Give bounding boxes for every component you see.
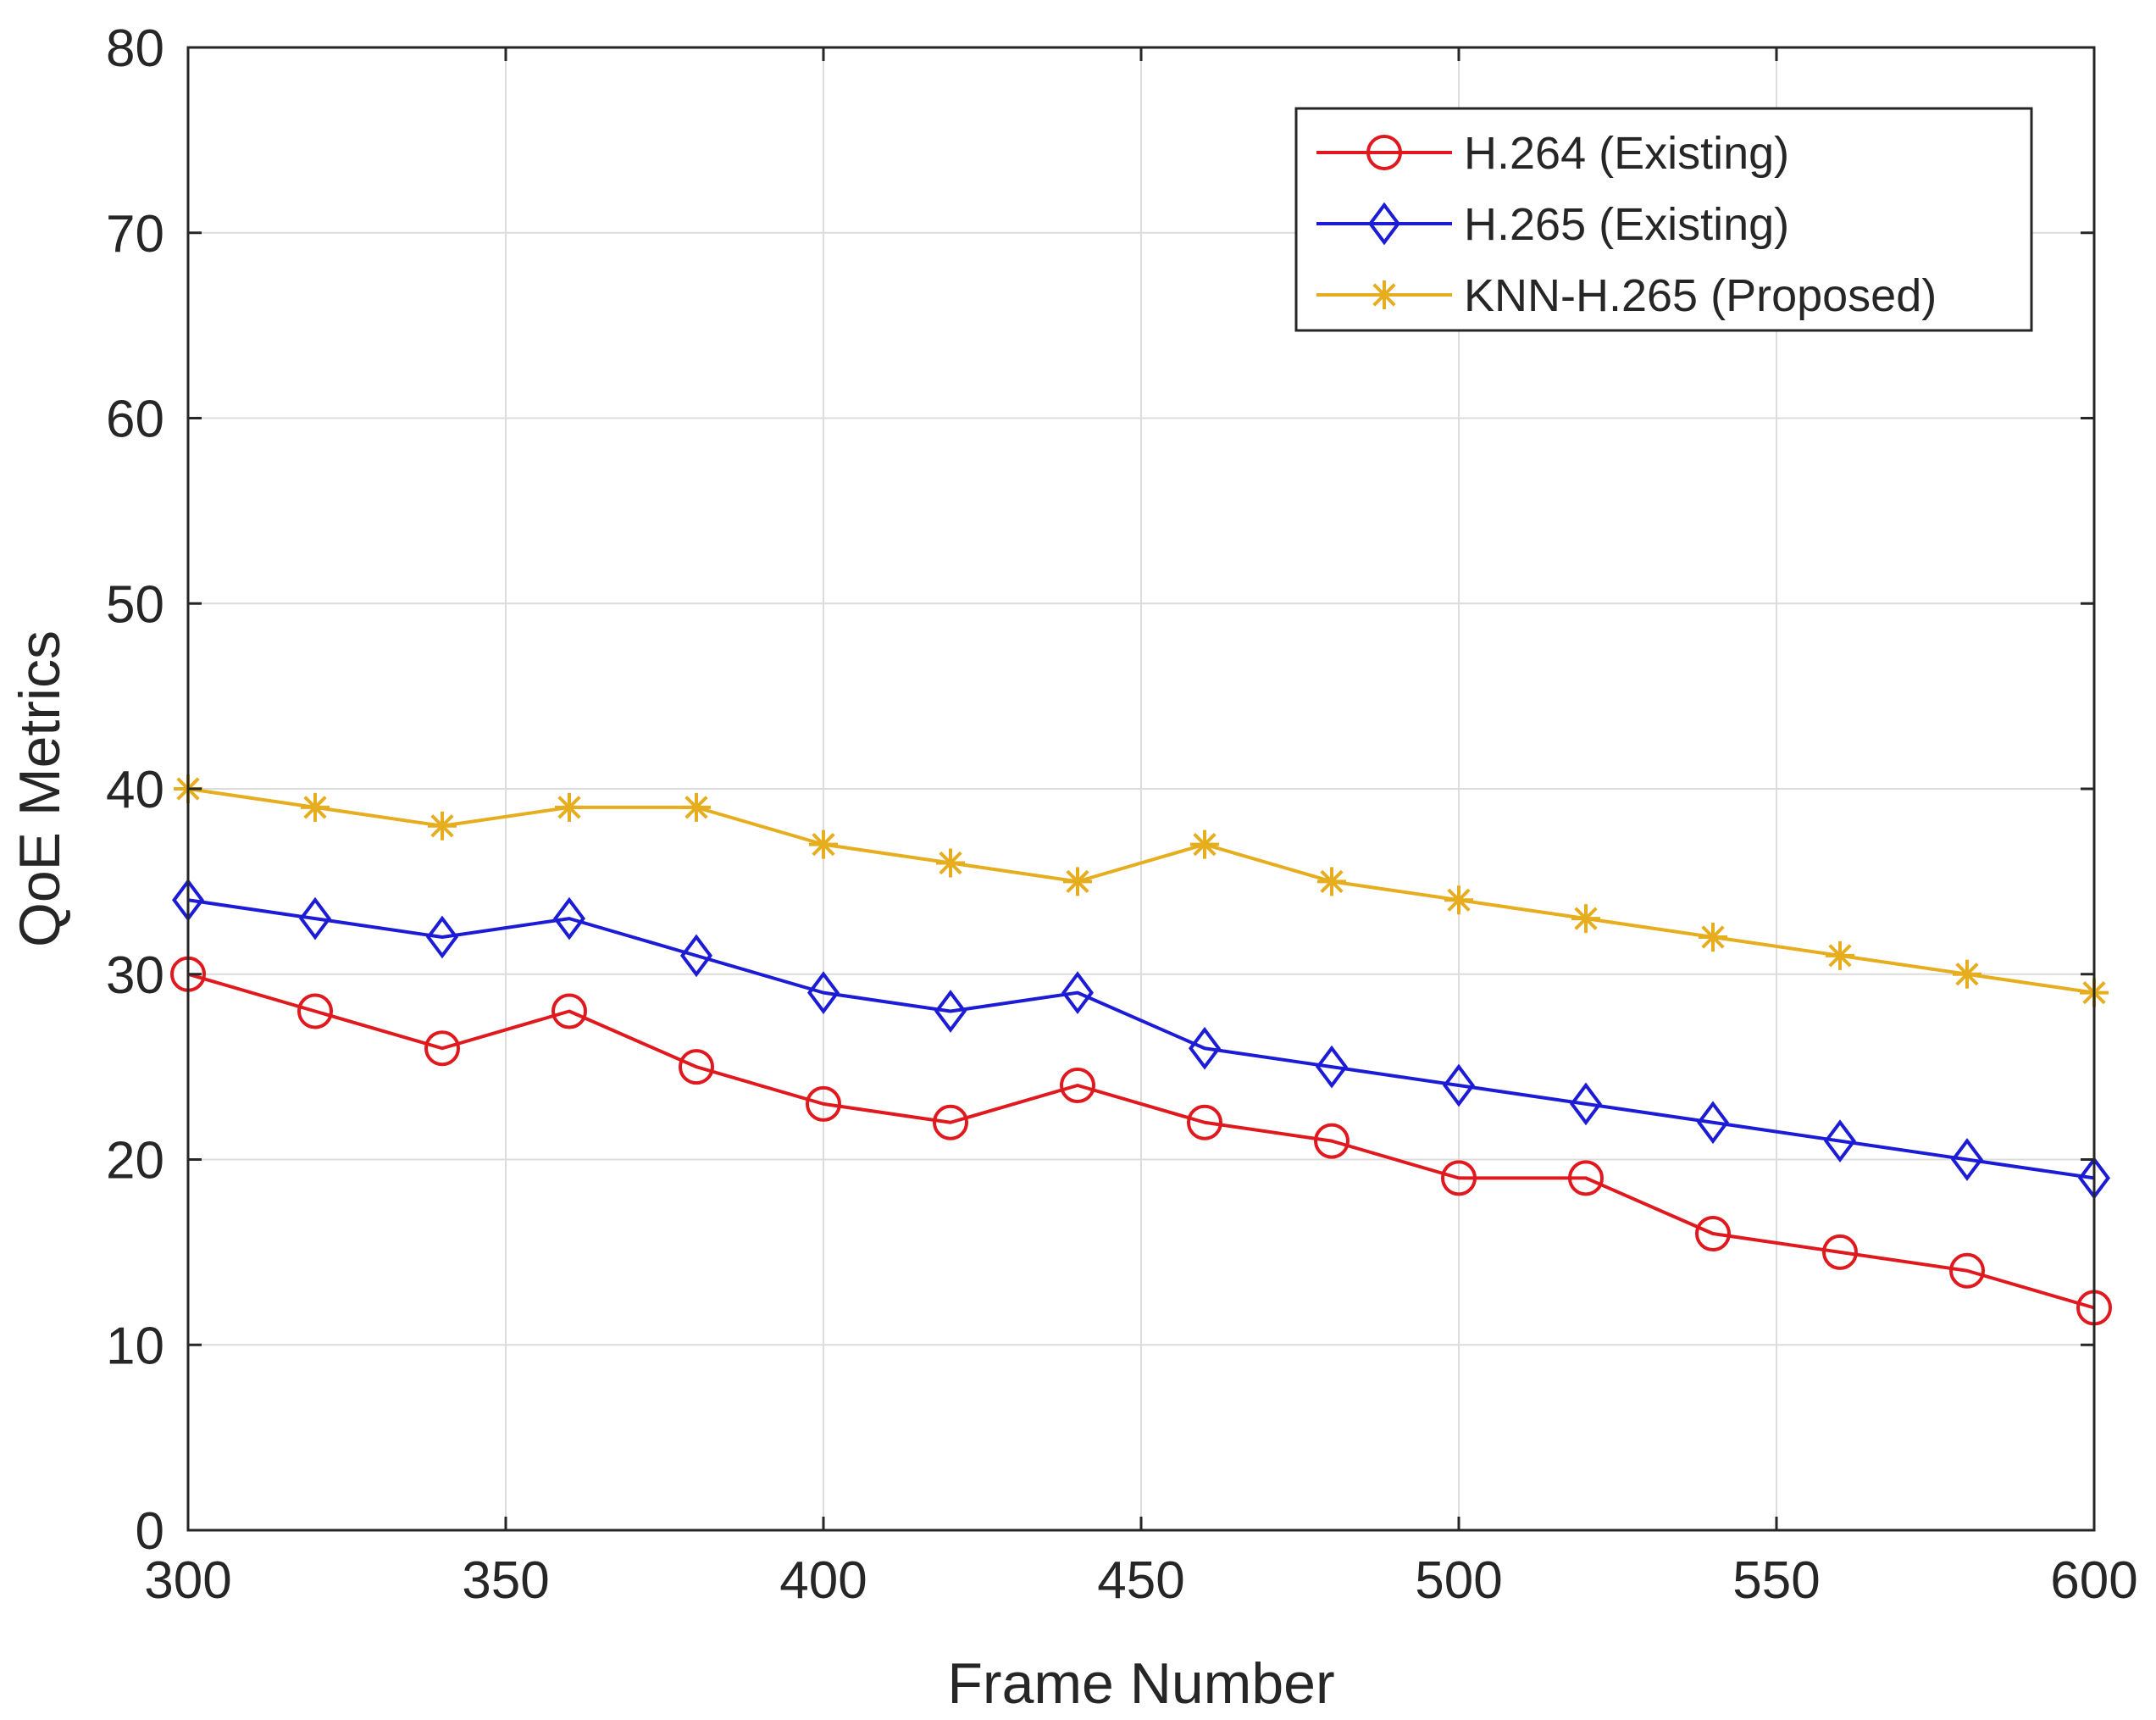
asterisk-stroke: [939, 851, 962, 875]
data-point: [1063, 867, 1092, 896]
data-point: [1951, 1138, 1983, 1181]
data-point: [1571, 904, 1600, 934]
asterisk-stroke: [1447, 888, 1471, 912]
y-tick-label: 10: [106, 1317, 164, 1375]
y-tick-label: 70: [106, 205, 164, 264]
data-point: [934, 990, 967, 1033]
legend-label: H.264 (Existing): [1464, 128, 1789, 179]
legend-marker: [1366, 135, 1402, 170]
asterisk-stroke: [1574, 907, 1598, 930]
data-point: [1568, 1160, 1604, 1196]
data-point: [553, 896, 585, 940]
y-tick-label: 30: [106, 946, 164, 1005]
legend-marker: [1370, 280, 1399, 309]
data-point: [426, 915, 458, 959]
data-point: [1190, 829, 1219, 859]
data-point: [1699, 923, 1727, 952]
asterisk-stroke: [1193, 832, 1217, 857]
asterisk-stroke: [684, 796, 708, 819]
data-point: [1314, 1123, 1350, 1159]
asterisk-stroke: [303, 796, 327, 819]
data-point: [1316, 1045, 1348, 1089]
series-h-265-existing: [172, 878, 2110, 1200]
x-tick-label: 300: [144, 1551, 231, 1610]
asterisk-stroke: [1320, 869, 1344, 894]
y-tick-label: 40: [106, 761, 164, 819]
legend-entry: H.264 (Existing): [1316, 128, 1789, 179]
data-point: [1826, 940, 1854, 970]
data-point: [1570, 1082, 1602, 1126]
series-line: [187, 972, 2095, 1310]
y-tick-label: 60: [106, 391, 164, 449]
legend-label: H.265 (Existing): [1464, 199, 1789, 250]
data-point: [1697, 1101, 1729, 1145]
data-point: [807, 971, 840, 1014]
data-point: [680, 934, 712, 978]
data-point: [1949, 1252, 1985, 1289]
y-tick-label: 80: [106, 19, 164, 78]
series-line: [187, 787, 2095, 995]
data-point: [1441, 1160, 1477, 1196]
series-line: [187, 898, 2095, 1180]
data-point: [1060, 1068, 1095, 1103]
x-tick-label: 550: [1732, 1551, 1820, 1610]
asterisk-stroke: [1372, 283, 1396, 307]
asterisk-stroke: [1701, 925, 1725, 949]
data-point: [1953, 959, 1981, 989]
x-tick-label: 350: [462, 1551, 549, 1610]
data-point: [1695, 1216, 1731, 1251]
asterisk-stroke: [812, 832, 835, 857]
data-point: [1187, 1104, 1222, 1140]
x-tick-label: 400: [779, 1551, 867, 1610]
x-tick-label: 500: [1415, 1551, 1502, 1610]
asterisk-stroke: [1955, 963, 1979, 986]
data-point: [933, 1104, 968, 1140]
data-point: [555, 792, 584, 822]
asterisk-stroke: [557, 796, 581, 819]
legend: H.264 (Existing) H.265 (Existing) KNN-H.26…: [1294, 107, 2033, 332]
y-tick-label: 50: [106, 575, 164, 634]
axis-ticks: 300 350 400 450 500 550 600 0 10 20 30 40 50 60 70 80: [106, 19, 2138, 1610]
data-point: [301, 792, 330, 822]
data-point: [424, 1030, 460, 1067]
x-axis-label: Frame Number: [947, 1651, 1334, 1716]
data-point: [1317, 867, 1346, 896]
data-point: [1061, 971, 1094, 1014]
data-point: [1444, 885, 1473, 915]
data-point: [936, 848, 965, 878]
y-axis-label: QoE Metrics: [8, 630, 72, 947]
data-point: [1822, 1234, 1858, 1270]
data-point: [297, 993, 333, 1029]
data-point: [299, 896, 331, 940]
data-point: [679, 1049, 714, 1085]
y-tick-label: 20: [106, 1132, 164, 1190]
data-point: [428, 811, 457, 841]
legend-marker: [1368, 202, 1400, 246]
data-point: [682, 792, 711, 822]
data-point: [1189, 1026, 1221, 1070]
data-point: [1824, 1119, 1856, 1162]
data-point: [809, 829, 838, 859]
data-point: [806, 1085, 841, 1122]
legend-entry: H.265 (Existing): [1316, 199, 1789, 250]
data-point: [1443, 1063, 1475, 1107]
y-tick-label: 0: [136, 1502, 164, 1561]
asterisk-stroke: [1828, 944, 1852, 968]
legend-label: KNN-H.265 (Proposed): [1464, 270, 1937, 321]
x-tick-label: 450: [1097, 1551, 1184, 1610]
asterisk-stroke: [430, 814, 454, 838]
legend-entry: KNN-H.265 (Proposed): [1316, 270, 1937, 321]
asterisk-stroke: [1066, 869, 1089, 894]
data-point: [551, 993, 587, 1029]
x-tick-label: 600: [2050, 1551, 2137, 1610]
